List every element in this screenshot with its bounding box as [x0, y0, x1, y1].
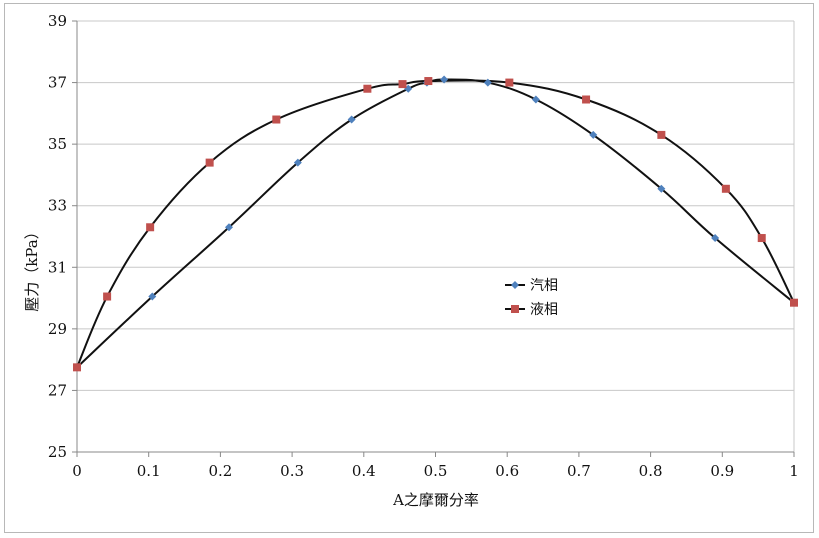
data-point-liquid: [73, 363, 81, 372]
data-point-vapor: [483, 78, 492, 87]
x-tick-label: 0.2: [208, 462, 232, 480]
x-tick-label: 0.5: [424, 462, 448, 480]
gridlines: [77, 20, 795, 453]
y-tick-label: 27: [48, 381, 67, 399]
data-point-liquid: [721, 184, 730, 193]
x-tick-label: 0.8: [639, 462, 663, 480]
data-point-vapor: [347, 115, 356, 124]
data-point-liquid: [582, 95, 591, 104]
data-point-liquid: [272, 115, 281, 124]
data-point-liquid: [205, 158, 214, 167]
legend-label-vapor: 汽相: [530, 278, 558, 294]
data-point-liquid: [398, 80, 407, 89]
y-tick-labels: 25 27 29 31 33 35 37 39: [48, 12, 67, 461]
legend: 汽相 液相: [505, 278, 558, 318]
x-tick-label: 0.1: [137, 462, 161, 480]
series-markers: [73, 75, 798, 372]
y-tick-label: 35: [48, 135, 67, 153]
legend-item-vapor: 汽相: [505, 278, 558, 294]
series-lines: [76, 78, 795, 369]
data-point-liquid: [424, 77, 433, 86]
x-tick-label: 0: [72, 462, 82, 480]
series-line-liquid: [76, 79, 795, 368]
y-axis-label: 壓力（kPa）: [23, 224, 41, 311]
x-tick-label: 0.3: [280, 462, 304, 480]
series-line-vapor: [76, 78, 795, 369]
x-tick-label: 0.4: [352, 462, 376, 480]
data-point-vapor: [293, 158, 302, 167]
y-tick-label: 39: [48, 12, 67, 30]
data-point-liquid: [103, 292, 112, 301]
data-point-liquid: [657, 130, 666, 139]
data-point-liquid: [146, 223, 155, 232]
y-tick-label: 37: [48, 74, 67, 92]
axes: [72, 20, 795, 457]
x-tick-labels: 0 0.1 0.2 0.3 0.4 0.5 0.6 0.7 0.8 0.9 1: [72, 462, 799, 480]
x-tick-label: 0.9: [710, 462, 734, 480]
x-axis-label: A之摩爾分率: [392, 491, 479, 509]
x-tick-label: 0.7: [567, 462, 591, 480]
data-point-vapor: [225, 223, 234, 232]
x-tick-label: 1: [789, 462, 799, 480]
y-tick-label: 29: [48, 320, 67, 338]
data-point-vapor: [440, 75, 449, 84]
data-point-liquid: [363, 84, 372, 93]
legend-marker-liquid: [511, 305, 519, 313]
data-point-liquid: [757, 234, 766, 243]
y-tick-label: 33: [48, 197, 67, 215]
data-point-vapor: [148, 292, 157, 301]
y-tick-label: 25: [48, 443, 67, 461]
data-point-vapor: [657, 184, 666, 193]
data-point-vapor: [589, 130, 598, 139]
legend-marker-vapor: [511, 281, 519, 289]
y-tick-label: 31: [48, 258, 67, 276]
data-point-vapor: [711, 234, 720, 243]
data-point-liquid: [505, 78, 514, 87]
legend-label-liquid: 液相: [530, 302, 558, 318]
legend-item-liquid: 液相: [505, 302, 558, 318]
data-point-liquid: [790, 298, 798, 307]
x-tick-label: 0.6: [495, 462, 519, 480]
data-point-vapor: [531, 95, 540, 104]
